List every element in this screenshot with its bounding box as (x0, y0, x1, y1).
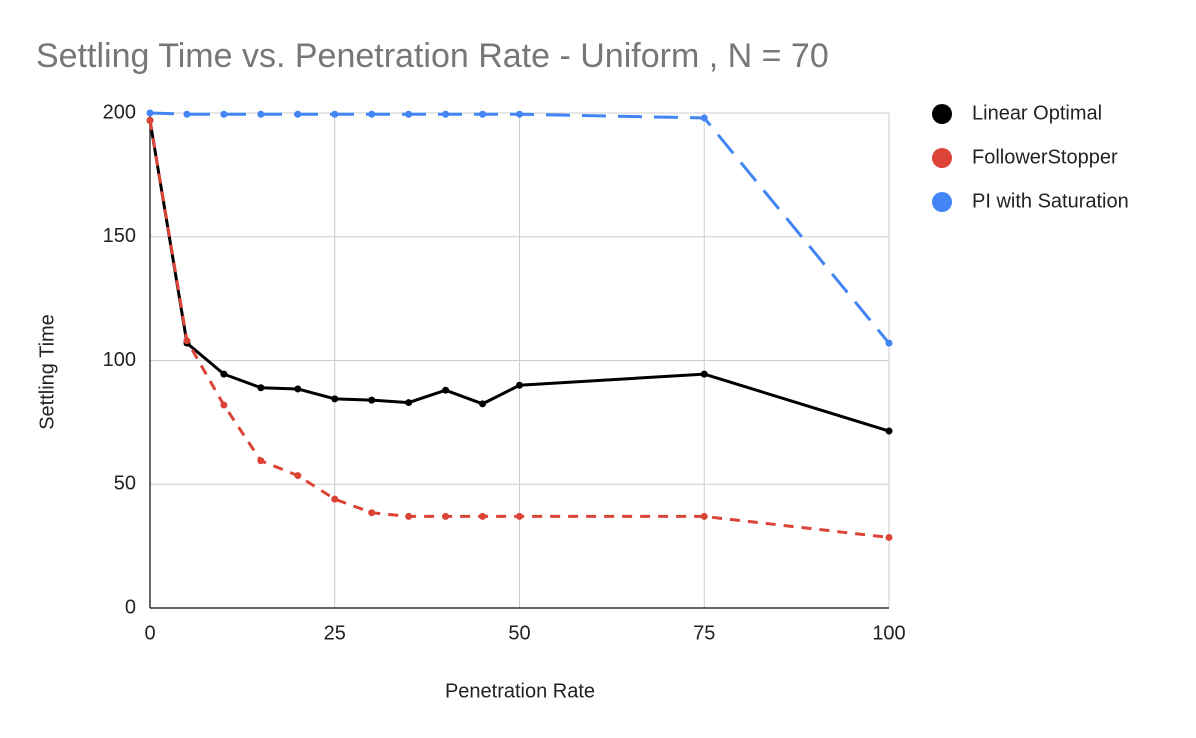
data-point (331, 495, 339, 503)
data-point (479, 400, 487, 408)
data-point (331, 110, 339, 118)
data-point (257, 384, 265, 392)
x-tick-label: 75 (693, 622, 715, 644)
data-point (405, 512, 413, 520)
data-point (220, 401, 228, 409)
legend-label: Linear Optimal (972, 102, 1102, 124)
data-point (257, 110, 265, 118)
data-point (700, 512, 708, 520)
data-point (700, 370, 708, 378)
data-point (220, 370, 228, 378)
data-point (257, 457, 265, 465)
y-tick-label: 50 (114, 473, 136, 495)
data-point (146, 109, 154, 117)
legend-marker (932, 192, 952, 212)
data-point (700, 114, 708, 122)
y-tick-label: 150 (103, 225, 136, 247)
y-tick-label: 0 (125, 596, 136, 618)
legend-marker (932, 148, 952, 168)
data-point (146, 116, 154, 124)
legend-label: PI with Saturation (972, 190, 1129, 212)
data-point (220, 110, 228, 118)
data-point (294, 472, 302, 480)
data-point (294, 385, 302, 393)
data-point (479, 110, 487, 118)
data-point (183, 110, 191, 118)
data-point (294, 110, 302, 118)
data-point (442, 110, 450, 118)
y-tick-label: 100 (103, 349, 136, 371)
y-axis-label: Settling Time (36, 314, 58, 430)
legend-marker (932, 104, 952, 124)
x-tick-label: 0 (144, 622, 155, 644)
data-point (479, 512, 487, 520)
data-point (368, 396, 376, 404)
y-tick-label: 200 (103, 101, 136, 123)
chart-title: Settling Time vs. Penetration Rate - Uni… (36, 37, 829, 75)
data-point (516, 110, 523, 118)
data-point (885, 533, 893, 541)
data-point (885, 339, 893, 347)
data-point (405, 399, 413, 407)
data-point (516, 381, 523, 389)
data-point (442, 386, 450, 394)
data-point (442, 512, 450, 520)
x-tick-label: 25 (324, 622, 346, 644)
data-point (183, 337, 191, 345)
data-point (885, 427, 893, 435)
data-point (516, 512, 523, 520)
x-tick-label: 50 (508, 622, 530, 644)
data-point (331, 395, 339, 403)
x-tick-label: 100 (872, 622, 905, 644)
data-point (368, 110, 376, 118)
legend-label: FollowerStopper (972, 146, 1118, 168)
x-axis-label: Penetration Rate (445, 680, 595, 702)
data-point (368, 509, 376, 517)
data-point (405, 110, 413, 118)
